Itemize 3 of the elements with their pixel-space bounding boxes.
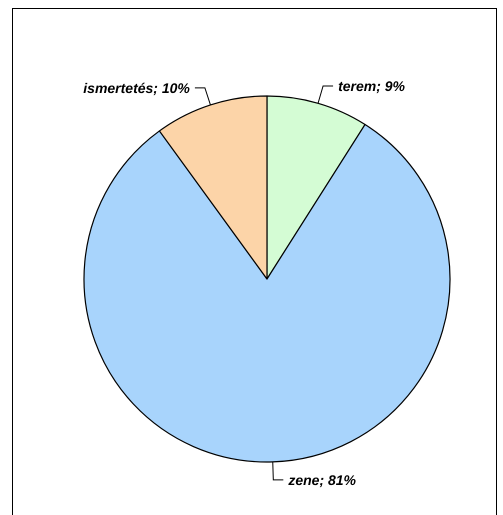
slice-label: terem; 9% [338, 78, 406, 94]
slice-label: zene; 81% [287, 472, 357, 488]
slice-label: ismertetés; 10% [83, 80, 190, 96]
